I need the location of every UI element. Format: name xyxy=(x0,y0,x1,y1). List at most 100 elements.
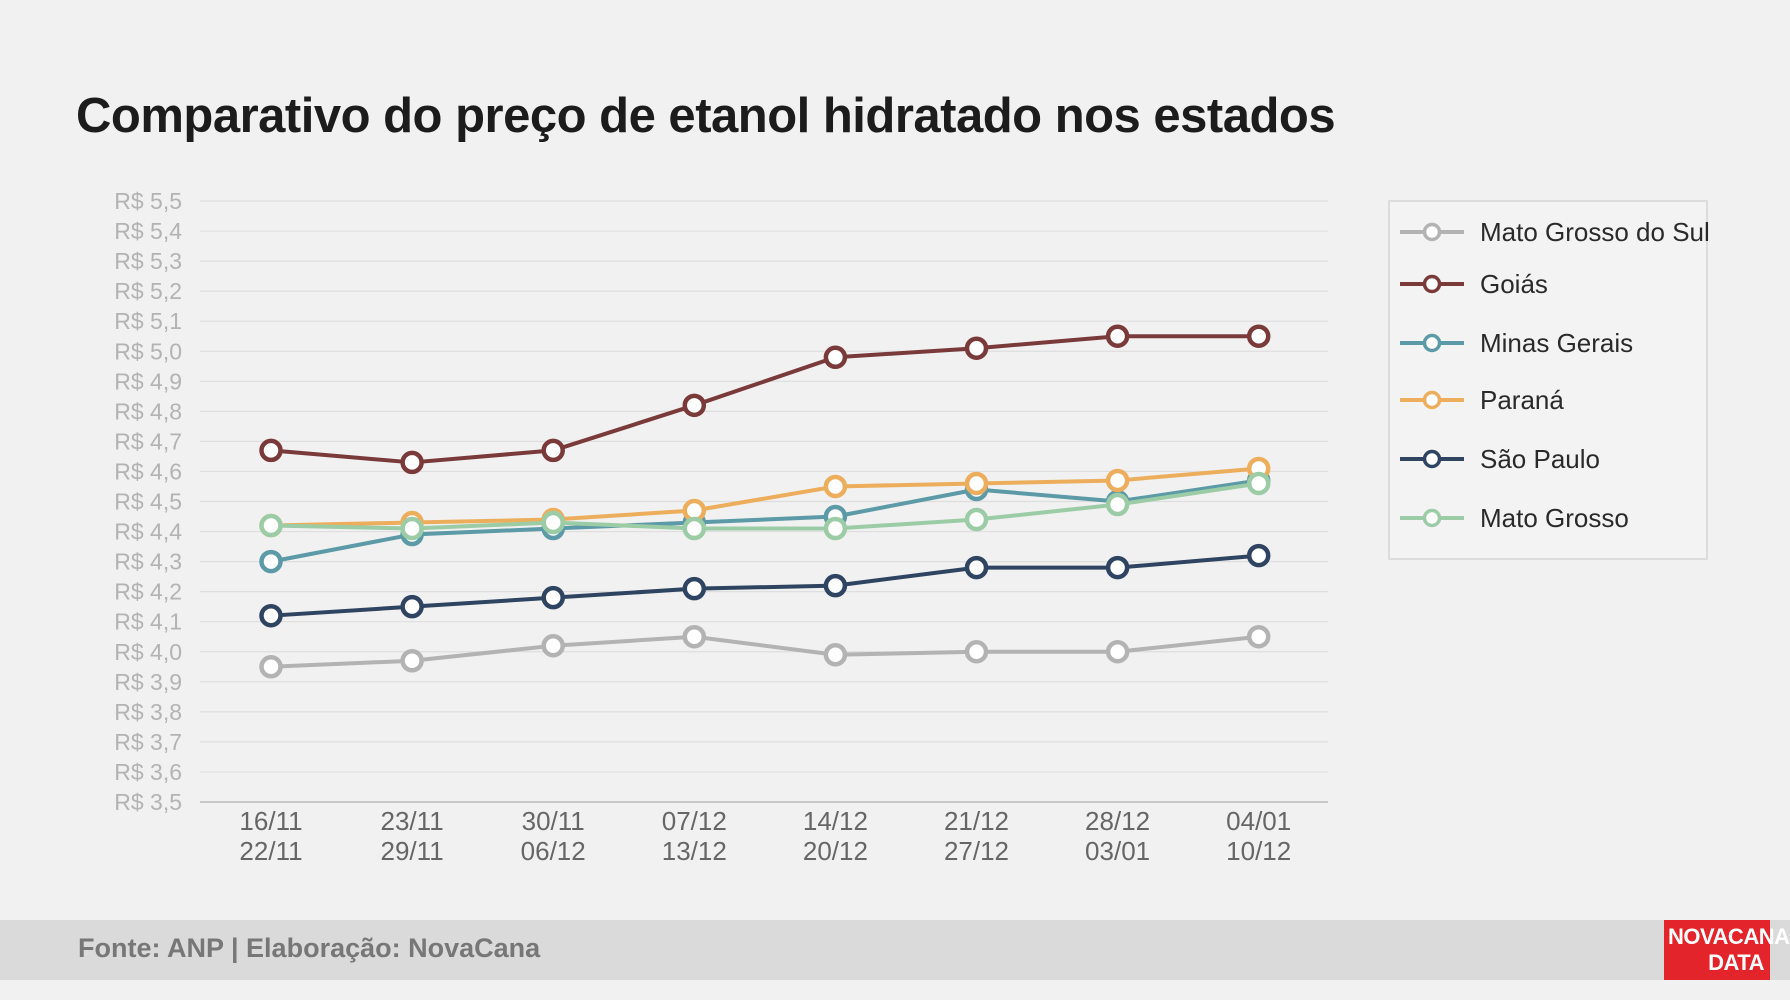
x-tick-label-end: 03/01 xyxy=(1085,836,1150,866)
series-goi-s xyxy=(259,324,1271,475)
series-lines xyxy=(259,324,1271,679)
line-chart: R$ 3,5 R$ 3,6 R$ 3,7 R$ 3,8 R$ 3,9 R$ 4,0 R$ 4… xyxy=(114,188,1328,866)
y-tick-label: R$ 3,6 xyxy=(114,759,182,785)
legend-item: Mato Grosso xyxy=(1390,498,1710,538)
y-tick-label: R$ 4,6 xyxy=(114,458,182,484)
legend-swatch-marker xyxy=(1422,508,1442,528)
data-point xyxy=(823,474,848,499)
legend-swatch-marker xyxy=(1422,390,1442,410)
legend-swatch-marker xyxy=(1422,274,1442,294)
data-point xyxy=(964,471,989,496)
data-point xyxy=(400,594,424,619)
data-point xyxy=(1105,492,1130,517)
data-point xyxy=(541,633,565,658)
legend-swatch-marker xyxy=(1422,222,1442,242)
legend-label: Goiás xyxy=(1480,268,1548,299)
x-tick-label-start: 07/12 xyxy=(662,806,727,836)
legend-item: Mato Grosso do Sul xyxy=(1390,212,1710,252)
footer-source: Fonte: ANP | Elaboração: NovaCana xyxy=(78,933,541,963)
data-point xyxy=(541,585,565,610)
legend-item: Goiás xyxy=(1390,264,1710,304)
logo-line-2: DATA xyxy=(1708,950,1764,975)
data-point xyxy=(259,513,283,538)
data-point xyxy=(964,507,989,532)
legend-swatch-icon xyxy=(1400,222,1464,242)
logo-line-1: NOVACANA xyxy=(1668,924,1790,949)
data-point xyxy=(541,438,565,463)
x-tick-label-end: 06/12 xyxy=(521,836,586,866)
x-tick-label-start: 16/11 xyxy=(239,806,302,836)
x-tick-label-end: 10/12 xyxy=(1226,836,1291,866)
legend-label: São Paulo xyxy=(1480,443,1600,474)
series-mato-grosso-do-sul xyxy=(259,624,1271,679)
data-point xyxy=(682,576,707,601)
legend-swatch-marker xyxy=(1422,333,1442,353)
y-tick-label: R$ 4,5 xyxy=(114,489,182,515)
x-tick-label-end: 13/12 xyxy=(662,836,727,866)
legend-swatch-icon xyxy=(1400,508,1464,528)
x-tick-label-start: 14/12 xyxy=(803,806,868,836)
y-tick-label: R$ 5,4 xyxy=(114,218,182,244)
y-tick-label: R$ 4,8 xyxy=(114,398,182,424)
data-point xyxy=(1246,324,1271,348)
y-tick-label: R$ 4,0 xyxy=(114,639,182,665)
series-line xyxy=(270,466,1259,528)
data-point xyxy=(541,510,565,535)
data-point xyxy=(1105,555,1130,580)
y-axis-tick-labels: R$ 3,5 R$ 3,6 R$ 3,7 R$ 3,8 R$ 3,9 R$ 4,0 R$ 4… xyxy=(114,188,182,815)
legend-swatch-icon xyxy=(1400,274,1464,294)
y-tick-label: R$ 3,9 xyxy=(114,669,182,695)
data-point xyxy=(823,573,848,598)
data-point xyxy=(1246,624,1271,649)
data-point xyxy=(964,640,989,664)
legend-swatch-icon xyxy=(1400,449,1464,469)
data-point xyxy=(259,655,283,679)
y-tick-label: R$ 4,1 xyxy=(114,609,182,635)
y-tick-label: R$ 4,2 xyxy=(114,579,182,605)
y-tick-label: R$ 5,2 xyxy=(114,278,182,304)
y-tick-label: R$ 5,5 xyxy=(114,188,182,214)
series-line xyxy=(270,553,1259,618)
legend-item: São Paulo xyxy=(1390,439,1710,479)
grid-lines xyxy=(200,200,1328,803)
legend-label: Minas Gerais xyxy=(1480,327,1634,358)
x-tick-label-end: 27/12 xyxy=(944,836,1009,866)
chart-title: Comparativo do preço de etanol hidratado… xyxy=(76,89,1336,143)
data-point xyxy=(1246,471,1271,496)
data-point xyxy=(823,345,848,370)
data-point xyxy=(964,336,989,360)
series-line xyxy=(270,334,1259,465)
series-s-o-paulo xyxy=(259,543,1271,628)
y-tick-label: R$ 5,3 xyxy=(114,248,182,274)
data-point xyxy=(1105,324,1130,348)
data-point xyxy=(1105,468,1130,493)
legend-label: Mato Grosso do Sul xyxy=(1480,216,1710,247)
data-point xyxy=(259,603,283,628)
y-tick-label: R$ 5,1 xyxy=(114,308,182,334)
y-tick-label: R$ 4,7 xyxy=(114,428,182,454)
series-line xyxy=(270,478,1259,564)
data-point xyxy=(682,393,707,418)
data-point xyxy=(1105,640,1130,664)
y-tick-label: R$ 3,7 xyxy=(114,729,182,755)
data-point xyxy=(400,649,424,673)
y-tick-label: R$ 4,3 xyxy=(114,549,182,575)
series-mato-grosso xyxy=(259,471,1271,541)
legend-item: Paraná xyxy=(1390,380,1710,420)
legend: Mato Grosso do Sul Goiás Minas Gerais Paran… xyxy=(1388,200,1710,560)
data-point xyxy=(400,516,424,541)
x-tick-label-end: 20/12 xyxy=(803,836,868,866)
legend-label: Paraná xyxy=(1480,384,1564,415)
series-line xyxy=(270,481,1259,531)
x-tick-label-end: 22/11 xyxy=(239,836,302,866)
y-tick-label: R$ 4,4 xyxy=(114,519,182,545)
series-line xyxy=(270,634,1259,669)
data-point xyxy=(1246,543,1271,568)
data-point xyxy=(823,643,848,667)
x-tick-label-start: 04/01 xyxy=(1226,806,1291,836)
data-point xyxy=(400,450,424,475)
legend-swatch-icon xyxy=(1400,390,1464,410)
data-point xyxy=(682,624,707,649)
data-point xyxy=(823,516,848,541)
legend-item: Minas Gerais xyxy=(1390,323,1710,363)
